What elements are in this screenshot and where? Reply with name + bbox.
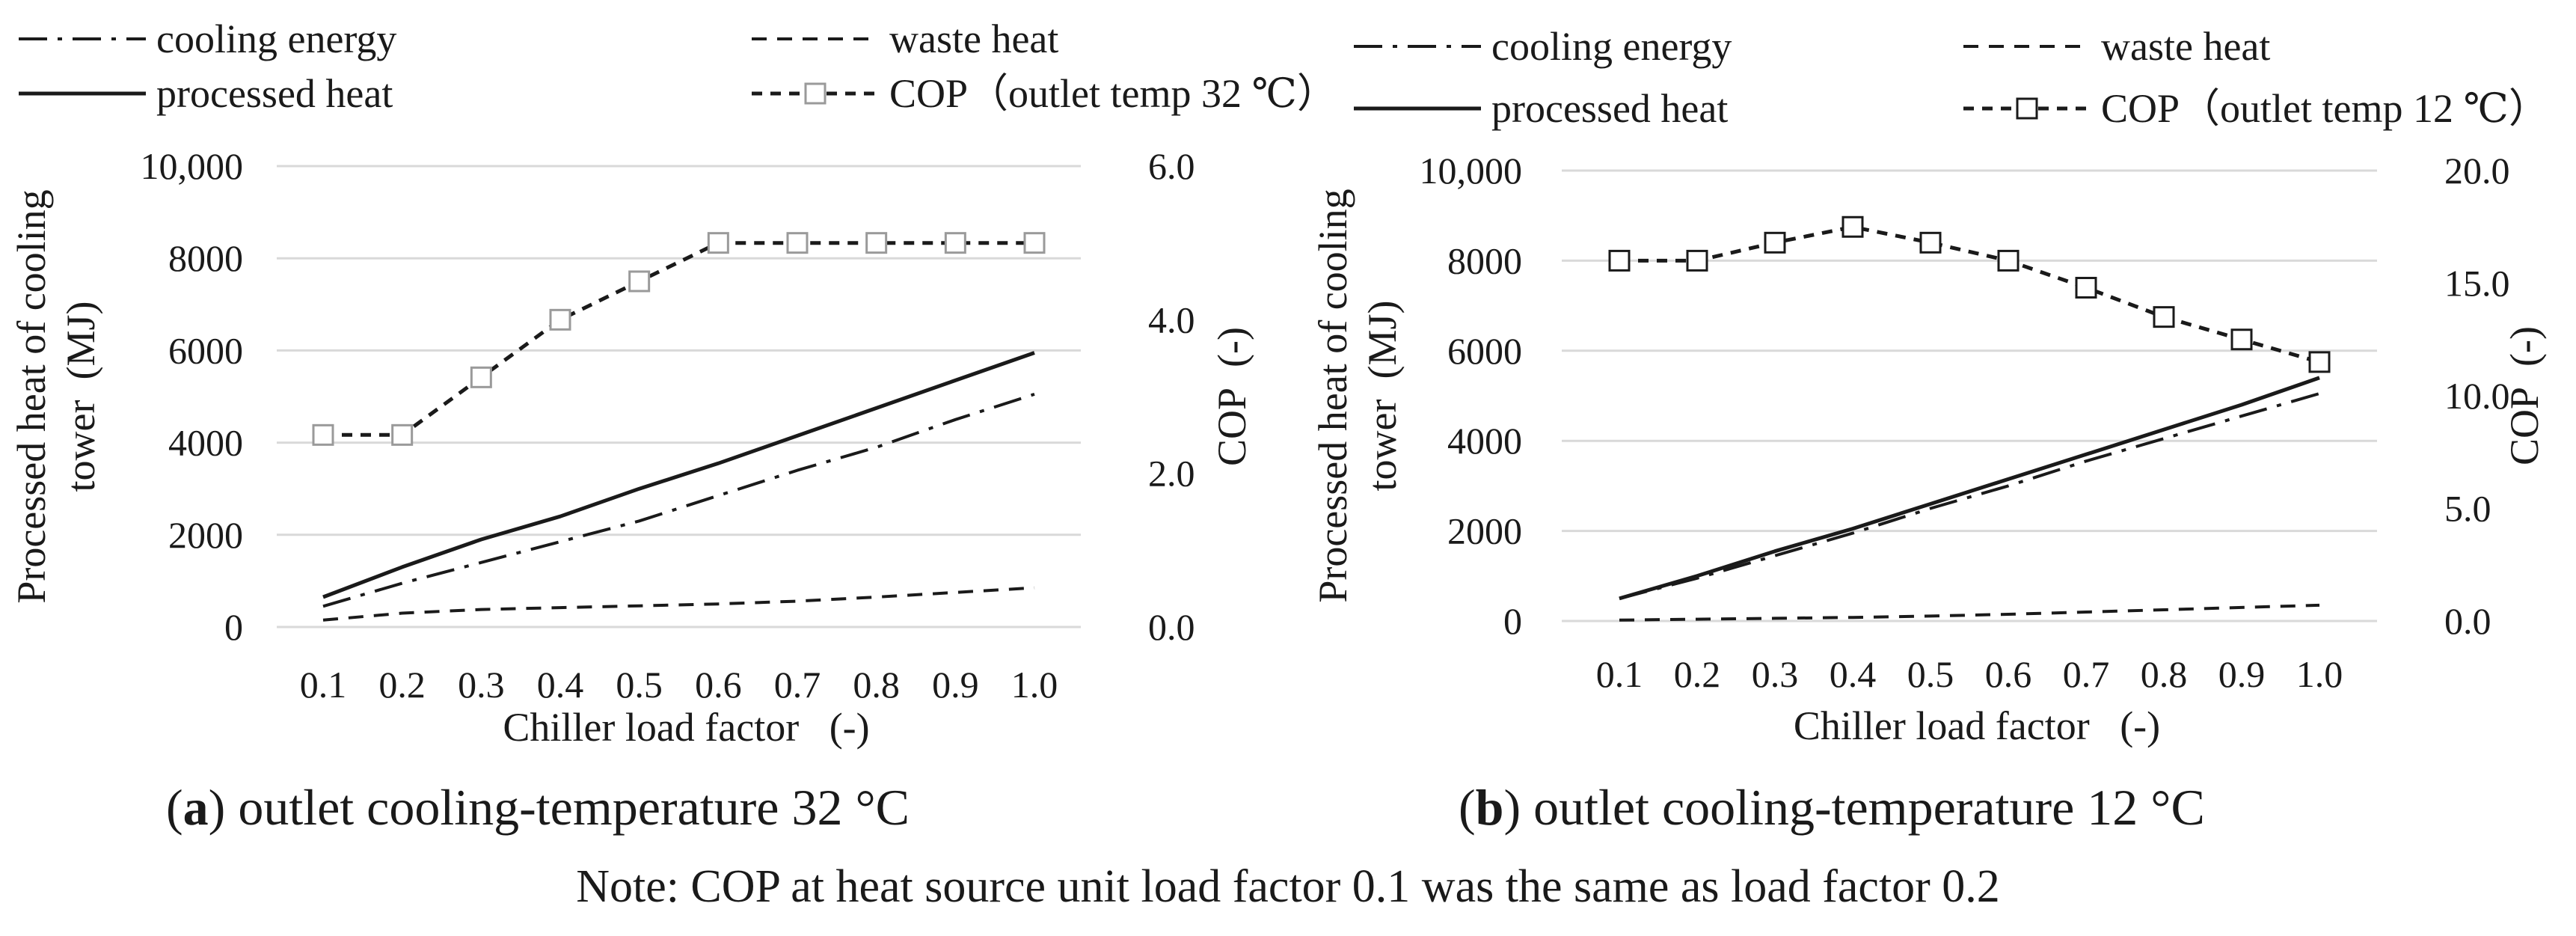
cop-marker: [1686, 249, 1708, 272]
y-tick-label: 8000: [1447, 239, 1522, 281]
y-tick-label: 6000: [1447, 330, 1522, 372]
x-tick-label: 1.0: [1011, 664, 1058, 706]
y-tick-label: 0: [224, 606, 243, 648]
cop-marker: [2308, 351, 2331, 373]
cop-marker: [1764, 231, 1786, 254]
x-tick-label: 0.1: [300, 664, 347, 706]
series-line-processed-heat: [322, 351, 1035, 599]
x-tick-label: 0.7: [2063, 653, 2110, 695]
y2-tick-label: 6.0: [1148, 145, 1195, 187]
y-axis-title-line2: tower (MJ): [1360, 301, 1405, 492]
caption-panel-b: (b) outlet cooling-temperature 12 °C: [1459, 779, 2205, 836]
x-tick-label: 1.0: [2296, 653, 2343, 695]
y2-axis-title: COP (-): [1209, 327, 1254, 466]
cop-marker: [1023, 232, 1046, 254]
legend-marker-cop: [2016, 97, 2038, 120]
cop-marker: [707, 232, 729, 254]
cop-marker: [944, 232, 966, 254]
series-line-cooling-energy: [322, 392, 1035, 608]
x-tick-label: 0.7: [774, 664, 821, 706]
series-line-waste-heat: [322, 586, 1035, 622]
x-axis-title: Chiller load factor (-): [503, 705, 869, 750]
caption-panel-a: (a) outlet cooling-temperature 32 °C: [166, 779, 910, 836]
y-tick-label: 10,000: [1420, 150, 1523, 192]
x-tick-label: 0.3: [1752, 653, 1799, 695]
y-tick-label: 6000: [168, 329, 243, 371]
y2-tick-label: 10.0: [2444, 375, 2510, 417]
cop-marker: [1608, 249, 1631, 272]
y-tick-label: 4000: [168, 422, 243, 464]
y-tick-label: 2000: [168, 514, 243, 556]
series-line-cooling-energy: [1619, 392, 2320, 600]
y-tick-label: 8000: [168, 237, 243, 279]
x-tick-label: 0.1: [1596, 653, 1643, 695]
caption-text-a: outlet cooling-temperature 32 °C: [238, 779, 910, 836]
x-tick-label: 0.2: [378, 664, 426, 706]
y2-axis-title: COP (-): [2502, 326, 2547, 465]
cop-marker: [312, 423, 334, 446]
y2-tick-label: 20.0: [2444, 150, 2510, 192]
series-line-cop: [323, 241, 1034, 437]
series-line-waste-heat: [1619, 603, 2320, 622]
caption-letter-b: b: [1475, 779, 1504, 836]
figure-note: Note: COP at heat source unit load facto…: [576, 861, 2000, 912]
y-axis-title-line1: Processed heat of cooling: [1310, 189, 1355, 602]
legend-label-cop: COP（outlet temp 32 ℃）: [889, 71, 1337, 116]
x-tick-label: 0.9: [2218, 653, 2266, 695]
legend-marker-cop: [804, 82, 827, 105]
legend-label-waste-heat: waste heat: [2101, 24, 2270, 69]
legend-label-waste-heat: waste heat: [889, 16, 1058, 61]
x-tick-label: 0.2: [1674, 653, 1721, 695]
y2-tick-label: 2.0: [1148, 453, 1195, 495]
y-tick-label: 0: [1503, 600, 1522, 642]
y2-tick-label: 15.0: [2444, 263, 2510, 305]
x-tick-label: 0.8: [2141, 653, 2188, 695]
legend-label-processed-heat: processed heat: [156, 71, 393, 116]
chart-panel-b: 0 2000 4000 6000 8000 10,000 0.0 5.0 10.0 15.0 20.…: [1310, 24, 2549, 748]
cop-marker: [1919, 231, 1942, 254]
cop-marker: [628, 270, 651, 293]
x-tick-label: 0.8: [853, 664, 900, 706]
cop-marker: [2153, 306, 2175, 328]
x-tick-label: 0.5: [1907, 653, 1954, 695]
y2-tick-label: 5.0: [2444, 488, 2491, 530]
cop-marker: [865, 232, 888, 254]
legend-label-cooling-energy: cooling energy: [156, 16, 396, 61]
legend-label-cooling-energy: cooling energy: [1491, 24, 1732, 69]
y-tick-label: 2000: [1447, 510, 1522, 552]
cop-marker: [1997, 249, 2020, 272]
y2-tick-label: 4.0: [1148, 299, 1195, 340]
caption-letter-a: a: [183, 779, 209, 836]
y2-tick-label: 0.0: [1148, 606, 1195, 648]
chart-panel-a: 0 2000 4000 6000 8000 10,000 0.0 2.0 4.0 6.0 0.1 0.…: [9, 16, 1337, 750]
y-axis-title-line2: tower (MJ): [58, 302, 103, 492]
x-tick-label: 0.5: [616, 664, 663, 706]
legend-label-processed-heat: processed heat: [1491, 86, 1728, 131]
series-line-cop: [1619, 224, 2320, 364]
legend-label-cop: COP（outlet temp 12 ℃）: [2101, 86, 2549, 131]
x-tick-label: 0.6: [695, 664, 742, 706]
y-tick-label: 4000: [1447, 420, 1522, 462]
y-tick-label: 10,000: [141, 145, 244, 187]
x-axis-title: Chiller load factor (-): [1794, 703, 2160, 748]
series-line-processed-heat: [1619, 376, 2320, 601]
cop-marker: [786, 232, 809, 254]
x-tick-label: 0.9: [932, 664, 979, 706]
x-tick-label: 0.4: [537, 664, 584, 706]
cop-marker: [549, 308, 571, 331]
caption-text-b: outlet cooling-temperature 12 °C: [1533, 779, 2205, 836]
cop-marker: [1841, 215, 1864, 238]
cop-marker: [2075, 277, 2097, 299]
x-tick-label: 0.6: [1985, 653, 2032, 695]
x-tick-label: 0.3: [458, 664, 505, 706]
x-tick-label: 0.4: [1830, 653, 1877, 695]
cop-marker: [2230, 328, 2253, 351]
cop-marker: [470, 366, 492, 388]
y-axis-title-line1: Processed heat of cooling: [9, 189, 54, 603]
cop-marker: [391, 423, 414, 446]
y2-tick-label: 0.0: [2444, 600, 2491, 642]
